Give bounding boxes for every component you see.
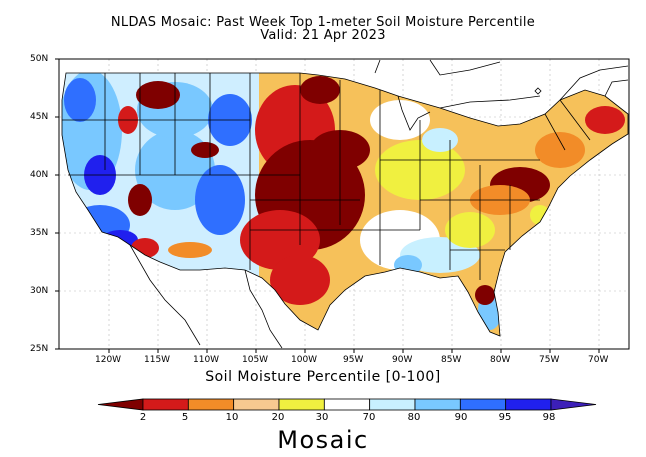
lon-tick-label: 100W [291,355,318,365]
lon-tick-label: 85W [441,355,462,365]
colorbar-tick-label: 10 [225,412,239,423]
model-name: Mosaic [277,426,369,454]
colorbar-cell [505,398,552,411]
colorbar-cell [233,398,280,411]
boundaries [61,59,629,349]
colorbar-tick-label: 90 [454,412,468,423]
colorbar-cell [459,398,507,411]
colorbar-tick-label: 70 [362,412,376,423]
colorbar-tick-label: 95 [498,412,512,423]
valid-date: Valid: 21 Apr 2023 [260,28,386,43]
colorbar-cell [142,398,189,411]
colorbar-cell [323,398,371,411]
colorbar-tick-label: 98 [542,412,556,423]
colorbar-label: Soil Moisture Percentile [0-100] [205,369,441,385]
colorbar-tick-label: 20 [271,412,285,423]
map-title: NLDAS Mosaic: Past Week Top 1-meter Soil… [110,15,536,30]
colorbar-arrow-high [550,398,597,411]
colorbar-cell [187,398,235,411]
lon-tick-label: 90W [392,355,413,365]
lat-tick-label: 40N [30,170,49,180]
colorbar-cell [414,398,461,411]
colorbar-tick-label: 80 [407,412,421,423]
lon-tick-label: 80W [490,355,511,365]
lat-tick-label: 50N [30,54,49,64]
lat-tick-label: 25N [30,344,49,354]
lon-tick-label: 70W [588,355,609,365]
colorbar-cell [369,398,416,411]
colorbar-cell [278,398,325,411]
lon-tick-label: 120W [95,355,122,365]
lon-tick-label: 105W [242,355,269,365]
colorbar-tick-label: 5 [181,412,189,423]
lon-tick-label: 110W [193,355,220,365]
lon-tick-label: 95W [343,355,364,365]
lat-tick-label: 35N [30,228,49,238]
lat-tick-label: 45N [30,112,49,122]
colorbar-tick-label: 2 [139,412,147,423]
colorbar-tick-label: 30 [315,412,329,423]
lat-tick-label: 30N [30,286,49,296]
lon-tick-label: 75W [539,355,560,365]
colorbar-arrow-low [97,398,144,411]
lon-tick-label: 115W [144,355,171,365]
